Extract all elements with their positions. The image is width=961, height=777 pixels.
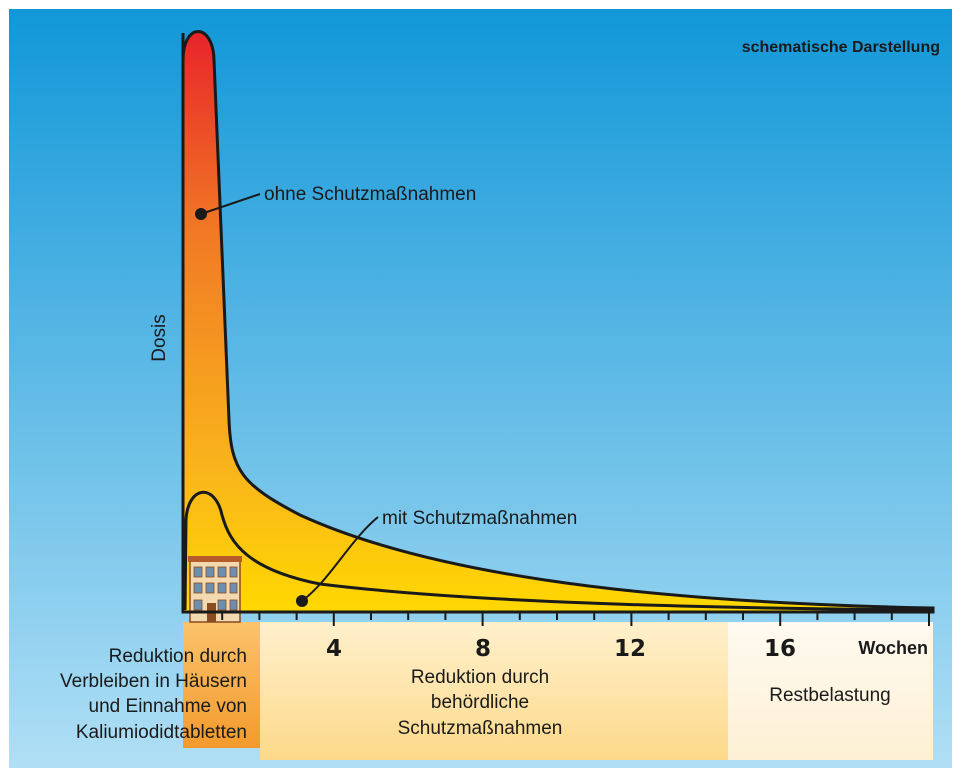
phase-text: Kaliumiodidtabletten <box>76 722 247 743</box>
y-label: Dosis <box>149 314 170 362</box>
leader-dot <box>195 208 207 220</box>
leader-dot <box>296 595 308 607</box>
phase-text: Restbelastung <box>769 685 890 706</box>
diagram: 4 8 12 16 Wochen Dosis schematische Dars… <box>0 0 961 777</box>
curve-label: ohne Schutzmaßnahmen <box>264 184 476 205</box>
x-tick-label: 12 <box>614 636 646 662</box>
x-tick-label: 16 <box>764 636 796 662</box>
curve-label: mit Schutzmaßnahmen <box>382 508 577 529</box>
x-unit: Wochen <box>858 638 928 658</box>
phase-text: Reduktion durch <box>411 667 549 688</box>
phase-text: behördliche <box>431 692 529 713</box>
x-tick-label: 8 <box>475 636 491 662</box>
x-tick-label: 4 <box>326 636 342 662</box>
title: schematische Darstellung <box>742 39 940 56</box>
phase-text: Schutzmaßnahmen <box>398 718 563 739</box>
phase-text: Reduktion durch <box>109 646 247 667</box>
phase-text: und Einnahme von <box>89 696 247 717</box>
phase-text: Verbleiben in Häusern <box>60 671 247 692</box>
